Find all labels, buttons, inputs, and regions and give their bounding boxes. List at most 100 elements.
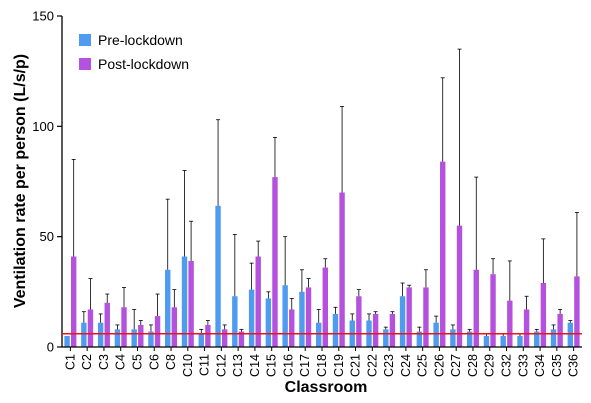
x-tick-label: C23 <box>382 354 396 377</box>
x-tick-label: C29 <box>483 354 497 377</box>
x-tick-label: C8 <box>164 354 178 370</box>
bar-post-c25 <box>423 287 429 347</box>
bar-post-c4 <box>121 307 127 347</box>
bar-post-c14 <box>255 256 261 347</box>
bar-post-c19 <box>339 192 345 347</box>
x-tick-label: C4 <box>114 354 128 370</box>
bar-post-c13 <box>238 331 245 347</box>
bar-post-c15 <box>272 177 278 347</box>
x-tick-label: C34 <box>533 354 547 377</box>
x-tick-label: C21 <box>349 354 363 377</box>
bar-pre-c18 <box>316 322 322 347</box>
x-tick-label: C33 <box>516 354 530 377</box>
bar-post-c10 <box>188 260 194 347</box>
bar-pre-c34 <box>534 331 540 347</box>
bar-pre-c24 <box>399 296 406 347</box>
bars-layer <box>64 161 580 347</box>
bar-pre-c26 <box>433 322 439 347</box>
x-tick-label: C27 <box>449 354 463 377</box>
error-bars-layer <box>71 48 579 336</box>
x-tick-label: C14 <box>248 354 262 377</box>
bar-post-c33 <box>523 309 530 347</box>
y-tick-label: 50 <box>40 229 54 244</box>
x-tick-label: C3 <box>97 354 111 370</box>
x-tick-label: C6 <box>147 354 161 370</box>
bar-post-c22 <box>372 313 379 347</box>
bar-pre-c4 <box>114 329 121 347</box>
bar-post-c26 <box>440 161 446 347</box>
bar-pre-c29 <box>483 335 490 347</box>
bar-post-c6 <box>154 316 161 347</box>
bar-post-c12 <box>221 329 228 347</box>
x-ticks-layer: C1 C2 C3 C4 C5 C6 C8 C10 C11 C12 C13 C14 C15 C16 C17 C1… <box>63 347 581 377</box>
x-tick-label: C11 <box>198 354 212 376</box>
bar-pre-c36 <box>567 322 574 347</box>
bar-post-c28 <box>473 269 479 347</box>
x-tick-label: C22 <box>365 354 379 377</box>
bar-pre-c19 <box>332 313 339 347</box>
bar-post-c11 <box>205 324 211 347</box>
x-tick-label: C2 <box>80 354 94 370</box>
bar-pre-c2 <box>81 322 87 347</box>
x-tick-label: C32 <box>500 354 514 377</box>
bar-post-c2 <box>87 309 94 347</box>
bar-pre-c1 <box>64 335 70 347</box>
bar-post-c24 <box>406 287 412 347</box>
x-tick-label: C19 <box>332 354 346 377</box>
bar-post-c29 <box>490 274 496 347</box>
bar-pre-c6 <box>148 331 154 347</box>
legend: Pre-lockdown Post-lockdown <box>79 32 189 72</box>
bar-pre-c5 <box>131 329 137 347</box>
x-tick-label: C36 <box>567 354 581 377</box>
y-tick-label: 0 <box>47 340 54 355</box>
bar-pre-c8 <box>165 269 171 347</box>
bar-pre-c23 <box>383 329 389 347</box>
bar-post-c36 <box>574 276 580 347</box>
y-tick-label: 150 <box>32 9 54 24</box>
bar-pre-c33 <box>517 335 523 347</box>
x-tick-label: C1 <box>63 354 77 370</box>
bar-post-c1 <box>70 256 77 347</box>
x-tick-label: C35 <box>550 354 564 377</box>
bar-pre-c10 <box>181 256 188 347</box>
x-tick-label: C5 <box>130 354 144 370</box>
x-tick-label: C10 <box>181 354 195 377</box>
bar-post-c18 <box>322 267 328 347</box>
bar-post-c23 <box>389 313 396 347</box>
bar-pre-c28 <box>466 331 473 347</box>
bar-pre-c13 <box>232 296 238 347</box>
x-tick-label: C12 <box>214 354 228 377</box>
legend-swatch-pre-lockdown <box>79 34 91 46</box>
bar-pre-c11 <box>198 333 204 347</box>
x-tick-label: C13 <box>231 354 245 377</box>
bar-post-c34 <box>540 283 547 347</box>
bar-pre-c12 <box>215 205 221 347</box>
bar-pre-c15 <box>265 298 272 347</box>
y-axis-title: Ventilation rate per person (L/s/p) <box>12 54 29 308</box>
y-tick-label: 100 <box>32 119 54 134</box>
x-tick-label: C18 <box>315 354 329 377</box>
bar-post-c27 <box>456 225 463 347</box>
legend-swatch-post-lockdown <box>79 58 91 70</box>
bar-pre-c16 <box>282 285 288 347</box>
legend-label-post-lockdown: Post-lockdown <box>98 56 189 72</box>
bar-pre-c14 <box>248 289 255 347</box>
bar-pre-c3 <box>97 322 104 347</box>
bar-post-c8 <box>171 307 178 347</box>
bar-post-c21 <box>356 296 362 347</box>
x-tick-label: C26 <box>432 354 446 377</box>
bar-pre-c17 <box>299 291 305 347</box>
bar-post-c5 <box>138 324 144 347</box>
bar-post-c17 <box>305 287 312 347</box>
x-tick-label: C16 <box>281 354 295 377</box>
x-tick-label: C15 <box>265 354 279 377</box>
bar-pre-c27 <box>450 329 456 347</box>
legend-label-pre-lockdown: Pre-lockdown <box>98 32 183 48</box>
bar-pre-c35 <box>550 329 557 347</box>
bar-pre-c25 <box>416 331 423 347</box>
bar-post-c35 <box>557 313 563 347</box>
y-ticks-layer: 0 50 100 150 <box>32 9 62 355</box>
x-tick-label: C17 <box>298 354 312 377</box>
